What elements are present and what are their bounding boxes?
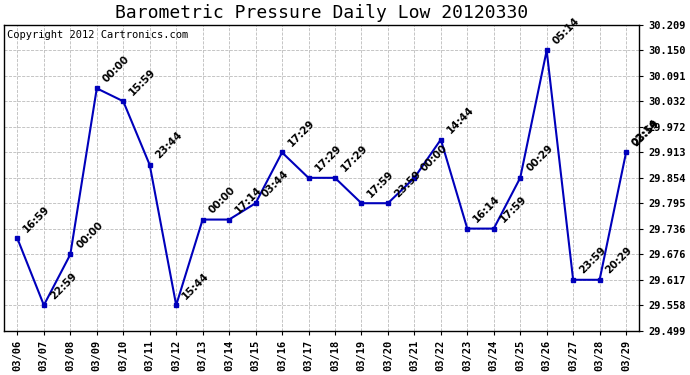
Text: 17:59: 17:59 — [498, 194, 529, 224]
Title: Barometric Pressure Daily Low 20120330: Barometric Pressure Daily Low 20120330 — [115, 4, 529, 22]
Text: 05:14: 05:14 — [551, 16, 582, 46]
Text: 23:59: 23:59 — [392, 169, 422, 199]
Text: 23:59: 23:59 — [578, 245, 608, 276]
Text: 00:00: 00:00 — [207, 185, 237, 215]
Text: 17:29: 17:29 — [339, 143, 370, 174]
Text: 23:59: 23:59 — [630, 118, 660, 148]
Text: 22:59: 22:59 — [48, 271, 79, 301]
Text: Copyright 2012 Cartronics.com: Copyright 2012 Cartronics.com — [8, 30, 188, 40]
Text: 16:59: 16:59 — [21, 204, 52, 234]
Text: 15:44: 15:44 — [180, 270, 211, 301]
Text: 16:14: 16:14 — [471, 194, 502, 224]
Text: 17:14: 17:14 — [233, 185, 264, 215]
Text: 17:29: 17:29 — [286, 118, 317, 148]
Text: 02:14: 02:14 — [630, 118, 661, 148]
Text: 17:59: 17:59 — [366, 168, 396, 199]
Text: 20:29: 20:29 — [604, 245, 634, 276]
Text: 00:00: 00:00 — [101, 54, 132, 84]
Text: 00:00: 00:00 — [419, 143, 449, 174]
Text: 15:59: 15:59 — [128, 67, 158, 97]
Text: 14:44: 14:44 — [445, 105, 475, 135]
Text: 03:44: 03:44 — [259, 168, 290, 199]
Text: 00:29: 00:29 — [524, 143, 555, 174]
Text: 00:00: 00:00 — [75, 220, 105, 250]
Text: 17:29: 17:29 — [313, 143, 343, 174]
Text: 23:44: 23:44 — [154, 130, 184, 161]
